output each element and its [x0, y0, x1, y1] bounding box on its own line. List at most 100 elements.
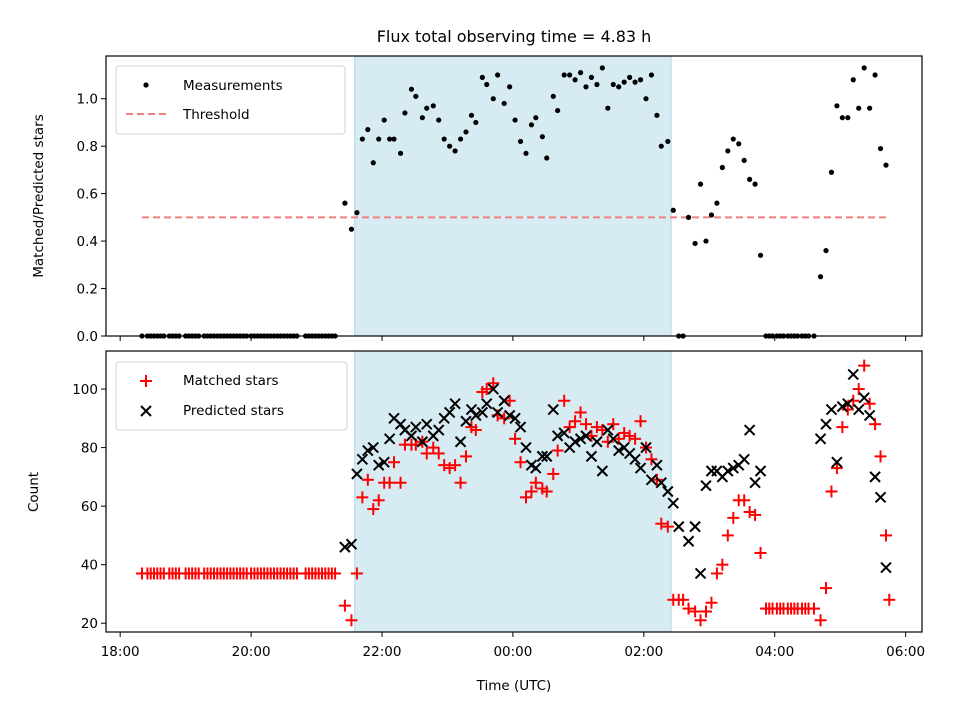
- measurement-point: [594, 81, 600, 88]
- measurement-point: [861, 65, 867, 71]
- y-tick-label: 0.6: [77, 187, 98, 203]
- matched-star-point: [830, 462, 843, 475]
- measurement-point: [747, 176, 753, 182]
- matched-star-point: [460, 450, 472, 463]
- measurement-point: [490, 96, 496, 102]
- predicted-star-point: [738, 453, 750, 466]
- measurement-point: [342, 200, 348, 206]
- predicted-star-point: [655, 477, 667, 489]
- predicted-star-point: [607, 433, 619, 445]
- predicted-star-point: [362, 444, 374, 457]
- legend-predicted-marker-icon: [140, 405, 152, 417]
- matched-star-point: [694, 614, 707, 627]
- y-tick-label: 40: [81, 558, 98, 574]
- measurement-point: [452, 148, 458, 154]
- predicted-star-point: [394, 418, 407, 430]
- predicted-star-point: [410, 421, 422, 433]
- measurement-point: [643, 96, 649, 102]
- predicted-star-point: [470, 409, 482, 422]
- matched-star-point: [820, 582, 832, 595]
- observing-window-shade: [354, 350, 672, 633]
- predicted-star-point: [558, 427, 570, 439]
- matched-star-point: [454, 476, 467, 489]
- predicted-star-point: [640, 441, 652, 454]
- predicted-star-point: [869, 471, 881, 483]
- measurement-point: [430, 103, 436, 109]
- measurement-point: [856, 105, 862, 111]
- measurement-point: [621, 79, 627, 85]
- measurement-point: [397, 150, 404, 156]
- matched-star-point: [540, 485, 553, 498]
- predicted-star-point: [547, 403, 559, 416]
- matched-star-point: [596, 424, 609, 437]
- measurement-point: [692, 240, 698, 247]
- measurement-point: [583, 84, 589, 90]
- measurement-point: [484, 81, 490, 88]
- measurement-point: [605, 105, 611, 111]
- measurement-point: [539, 134, 545, 140]
- x-tick-label: 02:00: [624, 644, 663, 660]
- y-tick-label: 0.8: [77, 139, 98, 155]
- predicted-star-point: [574, 433, 587, 445]
- predicted-star-point: [345, 538, 358, 550]
- matched-star-point: [514, 456, 527, 469]
- predicted-star-point: [853, 403, 865, 416]
- predicted-star-point: [541, 450, 553, 463]
- matched-star-point: [634, 415, 647, 428]
- predicted-star-point: [503, 409, 516, 422]
- measurement-point: [528, 122, 535, 128]
- matched-star-point: [547, 467, 560, 480]
- predicted-star-point: [880, 561, 892, 574]
- matched-star-point: [498, 412, 511, 425]
- predicted-star-point: [874, 491, 887, 504]
- ratio-legend: Measurements Threshold: [115, 65, 346, 135]
- legend-matched-label: Matched stars: [183, 373, 279, 389]
- matched-star-point: [749, 508, 762, 521]
- matched-star-point: [432, 447, 445, 460]
- predicted-star-point: [727, 462, 739, 474]
- matched-star-point: [612, 432, 625, 445]
- measurement-point: [752, 181, 758, 187]
- legend-measurement-marker-icon: [143, 82, 149, 88]
- predicted-star-point: [820, 418, 832, 430]
- predicted-star-point: [443, 406, 456, 419]
- predicted-star-point: [602, 424, 614, 436]
- predicted-star-point: [530, 462, 542, 474]
- x-tick-label: 04:00: [755, 644, 794, 660]
- matched-star-point: [655, 517, 668, 530]
- measurement-point: [359, 136, 365, 142]
- matched-star-point: [814, 614, 827, 627]
- measurement-point: [479, 74, 485, 80]
- predicted-star-point: [596, 465, 609, 477]
- matched-star-point: [710, 567, 723, 580]
- matched-star-point: [841, 403, 854, 416]
- matched-star-point: [883, 593, 896, 606]
- ratio-axes: 0.0 0.2 0.4 0.6 0.8 1.0 Matched/Predicted sta…: [31, 55, 923, 345]
- matched-star-point: [743, 505, 756, 518]
- predicted-star-point: [743, 424, 756, 436]
- measurement-point: [544, 155, 550, 161]
- predicted-star-point: [722, 465, 734, 477]
- matched-star-point: [394, 476, 407, 489]
- matched-star-point: [345, 614, 358, 627]
- matched-star-point: [569, 415, 582, 428]
- x-tick-label: 22:00: [363, 644, 402, 660]
- measurement-point: [555, 107, 561, 114]
- predicted-star-point: [629, 453, 641, 466]
- matched-star-point: [825, 485, 838, 498]
- matched-star-point: [383, 476, 396, 489]
- predicted-star-point: [509, 412, 521, 425]
- matched-star-point: [716, 558, 729, 571]
- matched-star-point: [558, 394, 571, 407]
- measurement-point: [348, 226, 355, 232]
- predicted-star-point: [673, 520, 685, 533]
- measurement-point: [517, 138, 524, 145]
- predicted-star-point: [689, 520, 701, 533]
- predicted-star-point: [613, 444, 625, 457]
- measurement-point: [654, 112, 660, 118]
- matched-star-point: [388, 456, 400, 469]
- ratio-legend-box: [115, 65, 346, 135]
- measurement-point: [387, 136, 393, 142]
- measurement-point: [413, 93, 419, 99]
- measurement-point: [685, 214, 692, 220]
